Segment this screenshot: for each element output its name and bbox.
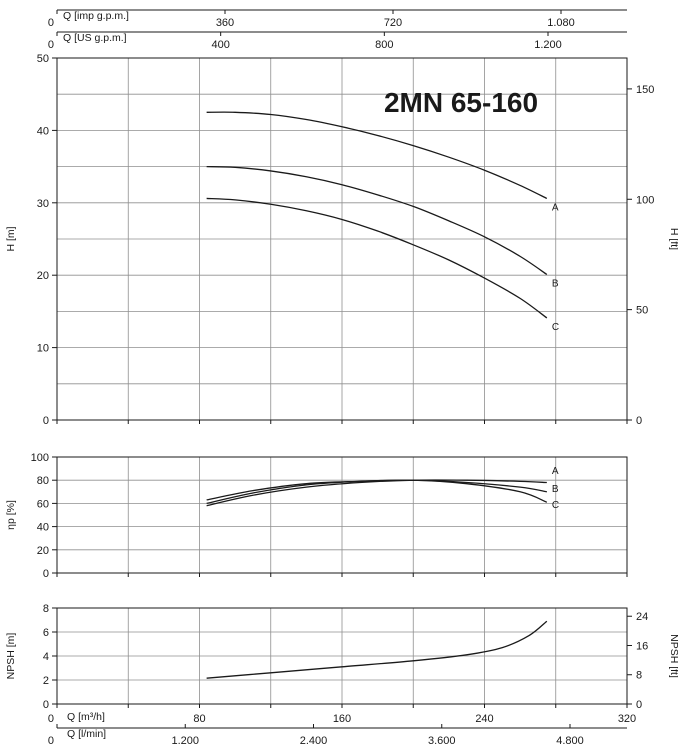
curve-label-a: A [552, 466, 559, 477]
y-right-tick-label: 8 [636, 670, 642, 682]
curve-label-b: B [552, 278, 559, 289]
bottom-axis-tick-label: 2.400 [300, 735, 328, 747]
top-axis-tick-label: 800 [375, 39, 393, 51]
y-right-tick-label: 100 [636, 194, 654, 206]
bottom-axis-zero: 0 [48, 713, 54, 725]
top-axis-zero: 0 [48, 39, 54, 51]
curve-head-b [206, 165, 548, 276]
y-tick-label: 8 [43, 603, 49, 615]
y-tick-label: 0 [43, 415, 49, 427]
y-right-tick-label: 50 [636, 305, 648, 317]
curve-label-b: B [552, 484, 559, 495]
y-right-axis-label: NPSH [ft] [668, 634, 678, 678]
top-axis-tick-label: 720 [384, 17, 402, 29]
curve-label-c: C [552, 322, 559, 333]
curve-efficiency-c [206, 479, 548, 503]
top-axis-tick-label: 1.080 [547, 17, 575, 29]
bottom-axis-tick-label: 4.800 [556, 735, 584, 747]
y-right-tick-label: 24 [636, 611, 648, 623]
curve-head-a [206, 111, 548, 200]
y-tick-label: 40 [37, 522, 49, 534]
y-tick-label: 2 [43, 675, 49, 687]
bottom-axis-label: Q [l/min] [67, 728, 106, 740]
y-axis-label: ηp [%] [5, 500, 17, 530]
y-tick-label: 20 [37, 270, 49, 282]
y-tick-label: 60 [37, 498, 49, 510]
bottom-axis-tick-label: 320 [618, 713, 636, 725]
curve-label-a: A [552, 202, 559, 213]
y-tick-label: 50 [37, 53, 49, 65]
bottom-axis-tick-label: 80 [193, 713, 205, 725]
top-axis-zero: 0 [48, 17, 54, 29]
curve-npsh-npsh [206, 620, 548, 679]
bottom-axis-tick-label: 1.200 [171, 735, 199, 747]
bottom-axis-label: Q [m³/h] [67, 711, 105, 723]
curve-head-c [206, 197, 548, 319]
curve-efficiency-b [206, 479, 547, 505]
y-tick-label: 0 [43, 699, 49, 711]
curve-label-c: C [552, 500, 559, 511]
y-axis-label: H [m] [5, 226, 17, 251]
top-axis-label: Q [imp g.p.m.] [63, 10, 129, 22]
y-tick-label: 40 [37, 125, 49, 137]
y-tick-label: 20 [37, 545, 49, 557]
top-axis-tick-label: 1.200 [534, 39, 562, 51]
bottom-axis-tick-label: 3.600 [428, 735, 456, 747]
y-right-tick-label: 0 [636, 699, 642, 711]
y-tick-label: 10 [37, 343, 49, 355]
y-right-axis-label: H [ft] [668, 228, 678, 250]
y-right-tick-label: 150 [636, 84, 654, 96]
y-axis-label: NPSH [m] [5, 633, 17, 680]
top-axis-tick-label: 400 [211, 39, 229, 51]
bottom-axis-zero: 0 [48, 735, 54, 747]
top-axis-tick-label: 360 [216, 17, 234, 29]
y-tick-label: 4 [43, 651, 49, 663]
y-tick-label: 80 [37, 475, 49, 487]
y-tick-label: 0 [43, 568, 49, 580]
curve-efficiency-a [206, 479, 547, 507]
y-tick-label: 30 [37, 198, 49, 210]
top-axis-label: Q [US g.p.m.] [63, 32, 127, 44]
y-right-tick-label: 16 [636, 640, 648, 652]
y-tick-label: 6 [43, 627, 49, 639]
chart-title: 2MN 65-160 [384, 87, 538, 118]
y-right-tick-label: 0 [636, 415, 642, 427]
y-tick-label: 100 [31, 452, 49, 464]
bottom-axis-tick-label: 160 [333, 713, 351, 725]
bottom-axis-tick-label: 240 [475, 713, 493, 725]
